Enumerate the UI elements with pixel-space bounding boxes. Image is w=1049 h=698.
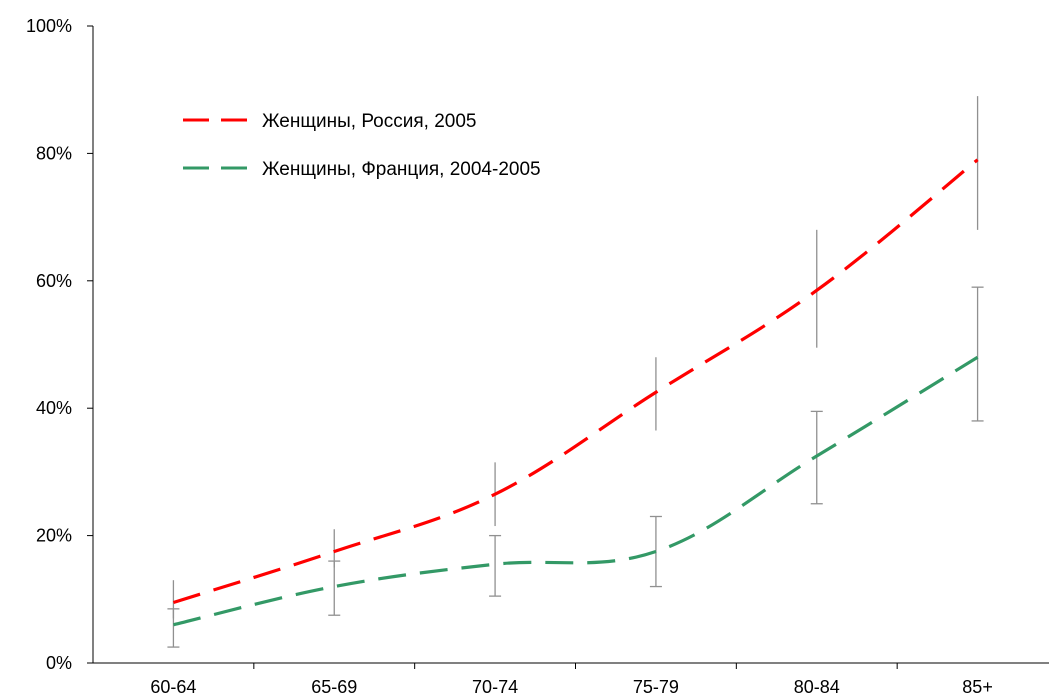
- legend-item-series-0: Женщины, Россия, 2005: [183, 111, 476, 132]
- x-tick-label: 60-64: [150, 677, 196, 697]
- y-ticks: 0% 20% 40% 60% 80% 100%: [26, 16, 93, 673]
- axes: [92, 26, 1049, 664]
- y-tick-label: 80%: [36, 143, 72, 163]
- y-tick-label: 100%: [26, 16, 72, 36]
- legend-label-series-0: Женщины, Россия, 2005: [262, 111, 476, 132]
- error-bar: [328, 560, 341, 616]
- legend: Женщины, Россия, 2005 Женщины, Франция, …: [183, 111, 541, 180]
- x-tick-label: 65-69: [311, 677, 357, 697]
- error-bar: [489, 534, 502, 597]
- series-line-1: [173, 355, 979, 627]
- y-tick-label: 20%: [36, 526, 72, 546]
- x-tick-label: 80-84: [794, 677, 840, 697]
- legend-item-series-1: Женщины, Франция, 2004-2005: [183, 159, 541, 180]
- series-lines: [172, 158, 979, 627]
- legend-label-series-1: Женщины, Франция, 2004-2005: [262, 159, 541, 180]
- x-ticks: 60-64 65-69 70-74 75-79 80-84 85+: [150, 663, 993, 697]
- error-bar: [971, 286, 984, 422]
- error-bar: [167, 608, 180, 648]
- y-tick-label: 40%: [36, 398, 72, 418]
- x-tick-label: 75-79: [633, 677, 679, 697]
- x-tick-label: 70-74: [472, 677, 518, 697]
- y-tick-label: 60%: [36, 271, 72, 291]
- x-tick-label: 85+: [962, 677, 993, 697]
- series-line-0: [172, 158, 979, 605]
- y-tick-label: 0%: [46, 653, 72, 673]
